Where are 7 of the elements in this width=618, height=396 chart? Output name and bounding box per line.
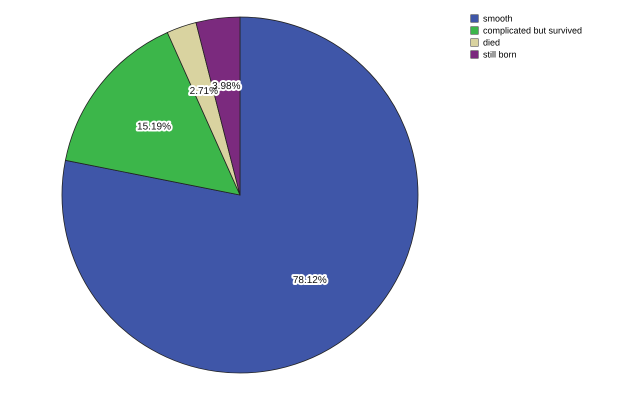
pie-slice — [62, 16, 418, 374]
data-label: 15.19% — [137, 121, 172, 132]
legend-label: still born — [483, 50, 517, 60]
legend-label: died — [483, 38, 500, 48]
data-label: 78.12% — [292, 275, 327, 286]
legend-label: smooth — [483, 14, 513, 24]
legend-label: complicated but survived — [483, 26, 582, 36]
